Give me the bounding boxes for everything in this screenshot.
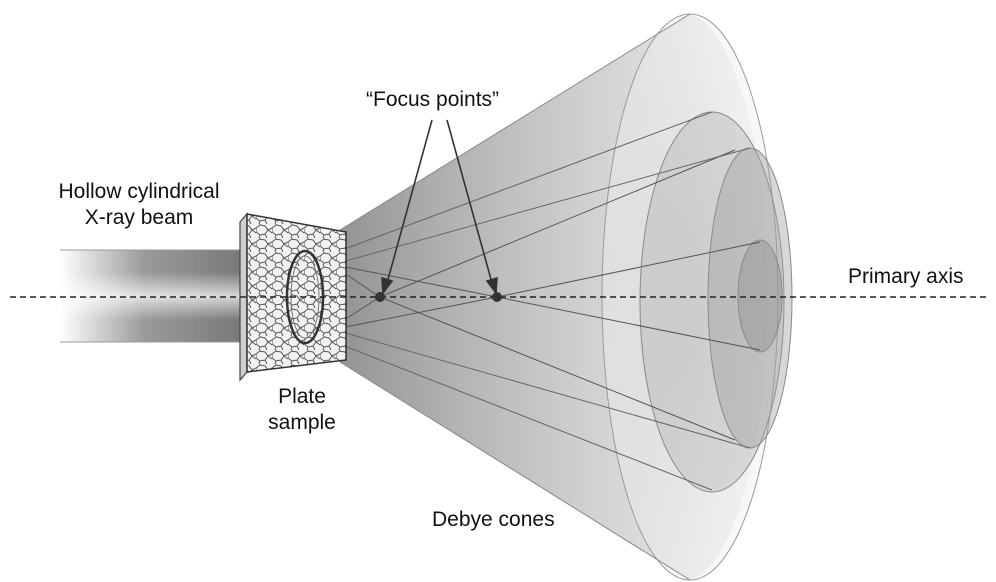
primary-axis-label: Primary axis bbox=[848, 265, 964, 288]
debye-cones-label: Debye cones bbox=[432, 508, 555, 531]
plate-sample-label: Plate sample bbox=[252, 384, 352, 436]
plate-label-line2: sample bbox=[268, 411, 336, 434]
focus-points-label: “Focus points” bbox=[366, 88, 500, 111]
plate-label-line1: Plate bbox=[278, 385, 326, 408]
beam-label-line2: X-ray beam bbox=[84, 206, 194, 229]
focus-point-2 bbox=[492, 292, 502, 302]
beam-label-line1: Hollow cylindrical bbox=[58, 180, 220, 203]
diffracted-rays bbox=[299, 149, 761, 441]
focus-arrows bbox=[381, 119, 498, 296]
debye-cone-smallest bbox=[737, 239, 783, 353]
beam-label: Hollow cylindrical X-ray beam bbox=[44, 179, 234, 231]
debye-cone-inner bbox=[341, 147, 793, 449]
xray-beam bbox=[60, 249, 248, 343]
debye-cone-middle bbox=[341, 111, 785, 493]
